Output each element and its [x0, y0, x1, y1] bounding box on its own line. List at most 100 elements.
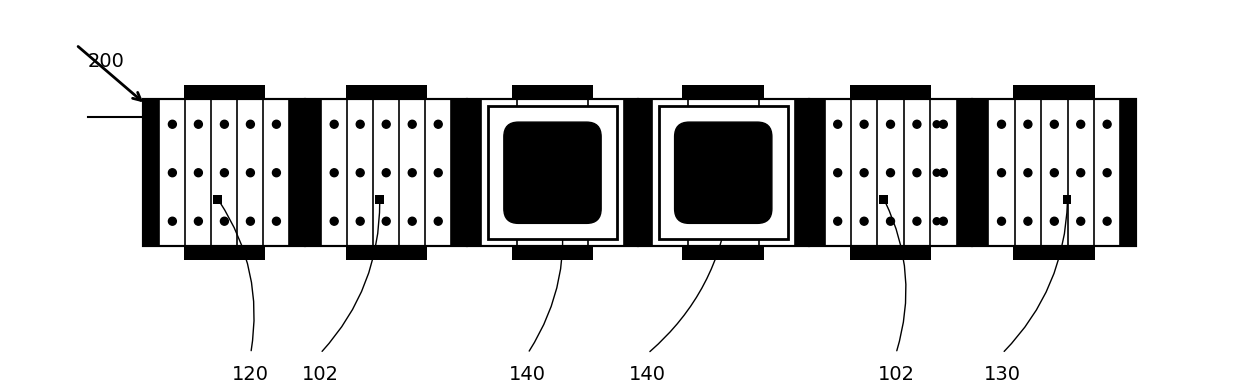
Bar	[467, 99, 481, 246]
Circle shape	[382, 120, 391, 128]
Bar	[289, 99, 305, 246]
FancyBboxPatch shape	[675, 122, 771, 223]
Circle shape	[195, 169, 202, 177]
Circle shape	[273, 217, 280, 225]
Bar	[682, 246, 764, 260]
Circle shape	[913, 217, 921, 225]
Bar	[972, 99, 988, 246]
Bar	[184, 85, 265, 99]
Circle shape	[195, 120, 202, 128]
Circle shape	[1104, 217, 1111, 225]
Circle shape	[913, 120, 921, 128]
Circle shape	[833, 120, 842, 128]
FancyBboxPatch shape	[503, 122, 601, 223]
Text: 102: 102	[878, 365, 914, 384]
Bar	[972, 99, 1136, 246]
Circle shape	[861, 217, 868, 225]
Bar	[467, 99, 637, 246]
Text: 120: 120	[232, 365, 269, 384]
Circle shape	[273, 120, 280, 128]
Circle shape	[356, 217, 365, 225]
Circle shape	[997, 120, 1006, 128]
Bar	[795, 99, 808, 246]
Bar	[637, 99, 808, 246]
Bar	[808, 99, 972, 246]
Circle shape	[356, 169, 365, 177]
Circle shape	[1076, 169, 1085, 177]
Circle shape	[434, 169, 443, 177]
Circle shape	[434, 120, 443, 128]
Circle shape	[221, 169, 228, 177]
Circle shape	[221, 120, 228, 128]
Bar	[624, 99, 637, 246]
Circle shape	[330, 217, 339, 225]
Circle shape	[382, 169, 391, 177]
Bar	[512, 246, 594, 260]
Bar	[1013, 85, 1095, 99]
Circle shape	[1104, 169, 1111, 177]
Bar	[489, 106, 618, 239]
Circle shape	[1050, 217, 1058, 225]
Bar	[808, 99, 825, 246]
Text: 140: 140	[629, 365, 666, 384]
Bar	[144, 99, 305, 246]
Bar	[144, 99, 305, 246]
Circle shape	[997, 217, 1006, 225]
Bar	[184, 246, 265, 260]
Circle shape	[408, 169, 417, 177]
Circle shape	[940, 120, 947, 128]
Circle shape	[247, 217, 254, 225]
Circle shape	[861, 169, 868, 177]
Circle shape	[221, 217, 228, 225]
Circle shape	[247, 169, 254, 177]
Bar	[637, 99, 652, 246]
Bar	[849, 246, 931, 260]
Bar	[725, 193, 734, 202]
Bar	[658, 106, 787, 239]
Circle shape	[934, 169, 940, 176]
Circle shape	[887, 120, 894, 128]
Circle shape	[169, 120, 176, 128]
Bar	[956, 99, 972, 246]
Text: 102: 102	[301, 365, 339, 384]
Circle shape	[1104, 120, 1111, 128]
Bar	[305, 99, 467, 246]
Bar	[467, 99, 637, 246]
Circle shape	[940, 217, 947, 225]
Bar	[374, 195, 383, 204]
Circle shape	[1024, 120, 1032, 128]
Circle shape	[273, 169, 280, 177]
Bar	[808, 99, 972, 246]
Circle shape	[1024, 169, 1032, 177]
Circle shape	[833, 169, 842, 177]
Circle shape	[330, 120, 339, 128]
Circle shape	[408, 217, 417, 225]
Bar	[346, 85, 427, 99]
Circle shape	[1050, 120, 1058, 128]
Bar	[554, 193, 563, 202]
Bar	[972, 99, 1136, 246]
Bar	[1120, 99, 1136, 246]
Circle shape	[1024, 217, 1032, 225]
Bar	[1013, 246, 1095, 260]
Circle shape	[940, 169, 947, 177]
Circle shape	[861, 120, 868, 128]
Text: 140: 140	[510, 365, 546, 384]
Circle shape	[434, 217, 443, 225]
Text: 200: 200	[88, 52, 125, 71]
Circle shape	[1076, 120, 1085, 128]
Circle shape	[169, 169, 176, 177]
Circle shape	[934, 121, 940, 128]
Bar	[305, 99, 467, 246]
Circle shape	[1050, 169, 1058, 177]
Bar	[305, 99, 321, 246]
Bar	[879, 195, 888, 204]
Circle shape	[195, 217, 202, 225]
Circle shape	[934, 218, 940, 225]
Circle shape	[887, 169, 894, 177]
Circle shape	[833, 217, 842, 225]
Circle shape	[887, 217, 894, 225]
Circle shape	[330, 169, 339, 177]
Circle shape	[169, 217, 176, 225]
Bar	[512, 85, 594, 99]
